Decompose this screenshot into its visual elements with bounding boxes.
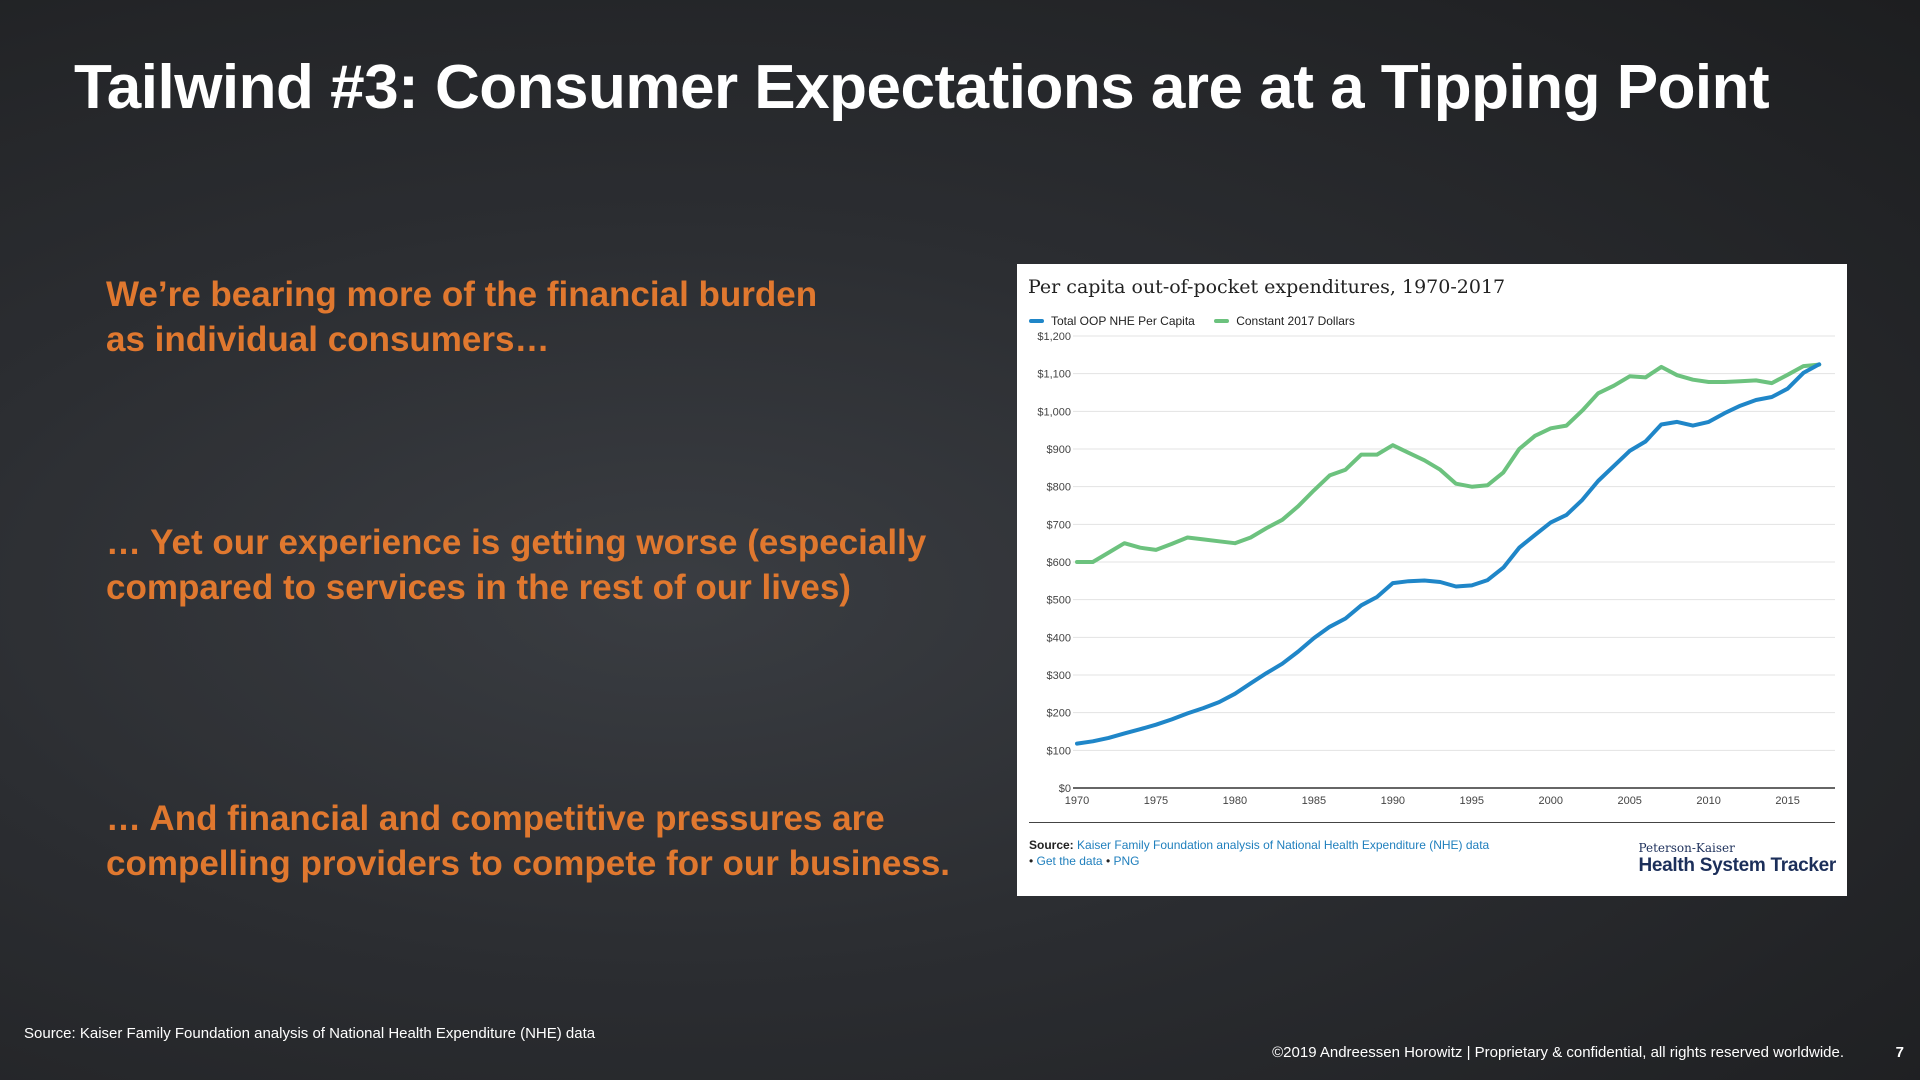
y-tick-label: $200 xyxy=(1047,708,1071,720)
point-line: as individual consumers… xyxy=(106,320,550,359)
bullet: • xyxy=(1029,854,1034,868)
y-tick-label: $0 xyxy=(1059,783,1071,795)
get-data-link[interactable]: Get the data xyxy=(1036,854,1103,868)
series-line-constant-2017 xyxy=(1075,362,1822,564)
y-tick-label: $100 xyxy=(1047,745,1071,757)
y-tick-label: $800 xyxy=(1047,482,1071,494)
chart-title: Per capita out-of-pocket expenditures, 1… xyxy=(1028,276,1506,298)
legend-label: Total OOP NHE Per Capita xyxy=(1051,314,1195,328)
slide-source: Source: Kaiser Family Foundation analysi… xyxy=(24,1025,596,1042)
point-line: We’re bearing more of the financial burd… xyxy=(106,275,818,314)
legend-swatch-blue xyxy=(1029,319,1044,323)
chart-card: Per capita out-of-pocket expenditures, 1… xyxy=(1017,264,1847,896)
line-chart: $0 $100 $200 $300 $400 $500 $600 $700 $800 $900 $1… xyxy=(1037,331,1835,807)
x-tick-label: 1980 xyxy=(1223,795,1247,807)
legend-item-total: Total OOP NHE Per Capita xyxy=(1029,314,1195,328)
brand-big-text: Health System Tracker xyxy=(1638,855,1836,876)
point-line: … Yet our experience is getting worse (e… xyxy=(106,523,927,562)
y-tick-label: $900 xyxy=(1047,444,1071,456)
point-experience-worse: … Yet our experience is getting worse (e… xyxy=(106,520,986,610)
point-competitive-pressures: … And financial and competitive pressure… xyxy=(106,796,986,886)
legend-label: Constant 2017 Dollars xyxy=(1236,314,1355,328)
x-tick-label: 1975 xyxy=(1144,795,1168,807)
chart-legend: Total OOP NHE Per Capita Constant 2017 D… xyxy=(1029,312,1371,328)
x-tick-label: 2010 xyxy=(1696,795,1720,807)
x-tick-label: 1970 xyxy=(1065,795,1089,807)
y-tick-label: $1,200 xyxy=(1037,331,1071,343)
y-tick-label: $400 xyxy=(1047,632,1071,644)
point-line: compelling providers to compete for our … xyxy=(106,844,951,883)
x-tick-label: 1985 xyxy=(1302,795,1326,807)
x-tick-label: 2015 xyxy=(1775,795,1799,807)
x-tick-label: 2005 xyxy=(1617,795,1641,807)
point-financial-burden: We’re bearing more of the financial burd… xyxy=(106,272,986,362)
point-line: … And financial and competitive pressure… xyxy=(106,799,885,838)
bullet: • xyxy=(1105,854,1111,868)
y-tick-label: $500 xyxy=(1047,595,1071,607)
chart-source-link[interactable]: Kaiser Family Foundation analysis of Nat… xyxy=(1077,838,1490,852)
brand-logo: Peterson-Kaiser Health System Tracker xyxy=(1638,841,1836,877)
x-tick-label: 2000 xyxy=(1539,795,1563,807)
point-line: compared to services in the rest of our … xyxy=(106,568,851,607)
page-number: 7 xyxy=(1895,1044,1904,1061)
x-tick-label: 1995 xyxy=(1460,795,1484,807)
brand-small-text: Peterson-Kaiser xyxy=(1638,841,1735,855)
legend-swatch-green xyxy=(1214,319,1230,323)
y-tick-label: $300 xyxy=(1047,670,1071,682)
chart-source: Source: Kaiser Family Foundation analysi… xyxy=(1029,837,1489,869)
chart-footer-divider xyxy=(1029,822,1835,823)
png-link[interactable]: PNG xyxy=(1113,854,1140,868)
chart-source-label: Source: xyxy=(1029,838,1074,852)
x-tick-label: 1990 xyxy=(1381,795,1405,807)
y-tick-label: $1,000 xyxy=(1037,406,1071,418)
slide-title: Tailwind #3: Consumer Expectations are a… xyxy=(74,53,1770,122)
copyright: ©2019 Andreessen Horowitz | Proprietary … xyxy=(1272,1044,1844,1061)
series-line-total-oop xyxy=(1075,362,1822,746)
y-tick-label: $600 xyxy=(1047,557,1071,569)
y-tick-label: $700 xyxy=(1047,519,1071,531)
legend-item-constant: Constant 2017 Dollars xyxy=(1214,314,1355,328)
y-tick-label: $1,100 xyxy=(1037,369,1071,381)
